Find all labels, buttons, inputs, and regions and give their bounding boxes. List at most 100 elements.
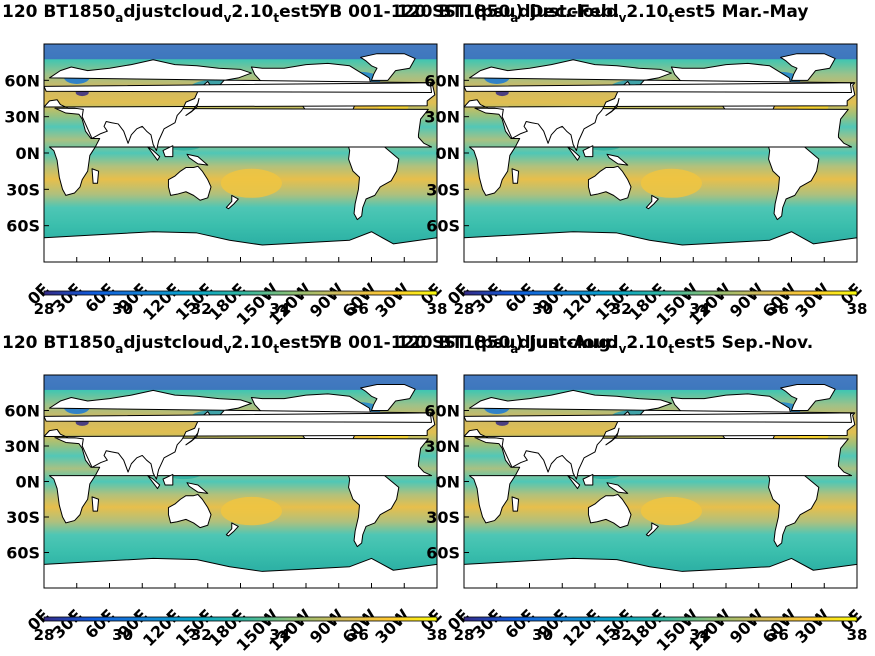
y-tick-label: 0N bbox=[435, 473, 460, 492]
map-panel-2: 60N30N0N30S60S0E30E60E90E120E150E180E150… bbox=[424, 43, 868, 329]
x-tick-label: 90W bbox=[306, 605, 348, 647]
panel-title: 120 BT1850adjustcloudv2.10test5 bbox=[2, 2, 321, 25]
panel-title: 120 BT1850adjustcloudv2.10test5 bbox=[2, 333, 321, 356]
y-tick-label: 60S bbox=[426, 544, 460, 563]
land-mass bbox=[605, 98, 620, 116]
land-mass bbox=[44, 557, 437, 588]
colorbar-tick-label: 38 bbox=[847, 300, 868, 318]
land-mass bbox=[91, 496, 100, 512]
x-tick-label: 120E bbox=[139, 279, 184, 324]
land-mass bbox=[167, 494, 212, 529]
land-mass bbox=[44, 231, 437, 262]
x-tick-label: 30W bbox=[371, 605, 413, 647]
y-tick-label: 30S bbox=[6, 508, 40, 527]
y-tick-label: 30S bbox=[6, 180, 40, 199]
y-tick-label: 60N bbox=[424, 402, 460, 421]
colorbar bbox=[463, 290, 858, 296]
land-mass bbox=[464, 82, 855, 93]
land-mass bbox=[162, 145, 174, 158]
colorbar-tick-label: 34 bbox=[269, 626, 290, 644]
land-mass bbox=[464, 231, 857, 262]
land-mass bbox=[645, 194, 659, 210]
land-mass bbox=[511, 168, 520, 184]
x-tick-label: 120E bbox=[559, 279, 604, 324]
colorbar-tick-label: 38 bbox=[427, 626, 448, 644]
y-tick-label: 0N bbox=[15, 473, 40, 492]
panel-title-overlap: YB 001-120 SST (psu) Jun.-Aug. bbox=[317, 333, 618, 353]
land-mass bbox=[346, 466, 400, 548]
colorbar-tick-label: 30 bbox=[532, 300, 553, 318]
colorbar-tick-label: 38 bbox=[427, 300, 448, 318]
colorbar-tick-label: 36 bbox=[348, 626, 369, 644]
map-panel-1: 60N30N0N30S60S0E30E60E90E120E150E180E150… bbox=[4, 43, 448, 329]
map-panel-4: 60N30N0N30S60S0E30E60E90E120E150E180E150… bbox=[424, 374, 868, 655]
x-tick-label: 30W bbox=[371, 279, 413, 321]
panel-title: 120 BT1850adjustcloudv2.10test5 Mar.-May bbox=[397, 2, 809, 25]
land-mass bbox=[766, 466, 820, 548]
land-mass bbox=[186, 482, 209, 494]
land-mass bbox=[185, 427, 200, 446]
colorbar-tick-label: 36 bbox=[768, 626, 789, 644]
land-mass bbox=[464, 389, 856, 480]
land-mass bbox=[225, 194, 239, 210]
colorbar-tick-label: 28 bbox=[34, 626, 55, 644]
y-tick-label: 60S bbox=[6, 544, 40, 563]
land-mass bbox=[225, 522, 239, 537]
panel-title: 120 BT1850adjustcloudv2.10test5 Sep.-Nov… bbox=[397, 333, 814, 356]
land-mass bbox=[147, 475, 161, 490]
land-mass bbox=[91, 168, 100, 184]
land-mass bbox=[766, 137, 820, 221]
colorbar-tick-label: 32 bbox=[611, 300, 632, 318]
land-mass bbox=[147, 146, 161, 161]
y-tick-label: 30N bbox=[424, 108, 460, 127]
panel-title-overlap: YB 001-120 SST (psu) Dec.-Feb. bbox=[317, 2, 620, 22]
land-mass bbox=[567, 146, 581, 161]
y-tick-label: 30N bbox=[424, 437, 460, 456]
land-mass bbox=[780, 53, 836, 81]
y-tick-label: 60N bbox=[4, 71, 40, 90]
x-tick-label: 120E bbox=[559, 605, 604, 650]
colorbar-tick-label: 34 bbox=[689, 626, 710, 644]
colorbar-tick-label: 36 bbox=[768, 300, 789, 318]
colorbar bbox=[43, 290, 438, 296]
x-tick-label: 30W bbox=[791, 279, 833, 321]
colorbar-tick-label: 36 bbox=[348, 300, 369, 318]
land-mass bbox=[780, 383, 836, 411]
y-tick-label: 30N bbox=[4, 437, 40, 456]
colorbar-tick-label: 32 bbox=[191, 300, 212, 318]
land-mass bbox=[587, 165, 632, 201]
land-mass bbox=[606, 153, 629, 166]
land-mass bbox=[162, 473, 174, 486]
land-mass bbox=[464, 412, 855, 423]
land-mass bbox=[185, 98, 200, 116]
land-mass bbox=[346, 137, 400, 221]
land-mass bbox=[44, 59, 436, 152]
land-mass bbox=[587, 494, 632, 529]
colorbar-tick-label: 32 bbox=[191, 626, 212, 644]
land-mass bbox=[360, 53, 416, 81]
x-tick-label: 120E bbox=[139, 605, 184, 650]
colorbar-tick-label: 28 bbox=[34, 300, 55, 318]
y-tick-label: 30N bbox=[4, 108, 40, 127]
colorbar-tick-label: 38 bbox=[847, 626, 868, 644]
x-tick-label: 90W bbox=[306, 279, 348, 321]
y-tick-label: 60N bbox=[424, 71, 460, 90]
land-mass bbox=[186, 153, 209, 166]
land-mass bbox=[360, 383, 416, 411]
land-mass bbox=[582, 145, 594, 158]
y-tick-label: 60S bbox=[426, 217, 460, 236]
land-mass bbox=[464, 557, 857, 588]
land-mass bbox=[44, 82, 435, 93]
colorbar bbox=[43, 616, 438, 622]
land-mass bbox=[567, 475, 581, 490]
land-mass bbox=[605, 427, 620, 446]
land-mass bbox=[645, 522, 659, 537]
colorbar-tick-label: 32 bbox=[611, 626, 632, 644]
y-tick-label: 30S bbox=[426, 180, 460, 199]
colorbar-tick-label: 34 bbox=[269, 300, 290, 318]
land-mass bbox=[44, 389, 436, 480]
colorbar bbox=[463, 616, 858, 622]
y-tick-label: 30S bbox=[426, 508, 460, 527]
land-mass bbox=[44, 412, 435, 423]
